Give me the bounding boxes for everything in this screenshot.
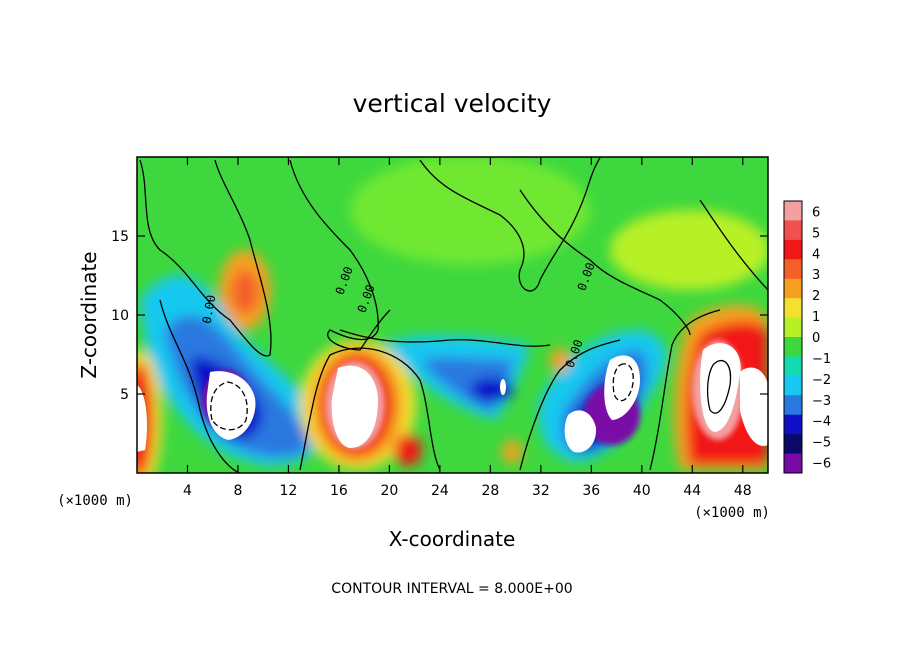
tiny-white-core [500, 379, 506, 395]
colorbar-segment [784, 375, 802, 396]
right-white-core-b [604, 355, 640, 420]
colorbar-segment [784, 434, 802, 455]
colorbar-segment [784, 414, 802, 435]
left-white-core [206, 371, 256, 440]
contour-zero-5 [339, 329, 551, 347]
small-updraft-red [394, 434, 422, 466]
x-tick-label: 32 [532, 483, 550, 499]
colorbar-tick-label: −4 [812, 415, 831, 430]
colorbar-segment [784, 356, 802, 377]
contour-zero-8 [519, 339, 621, 471]
x-tick-label: 4 [183, 483, 192, 499]
x-tick-label: 8 [233, 483, 242, 499]
y-axis-label: Z-coordinate [77, 251, 101, 378]
x-tick-label: 28 [481, 483, 499, 499]
upper-updraft-left-core [231, 270, 259, 314]
colorbar-tick-label: 3 [812, 268, 820, 283]
colorbar-frame [783, 200, 803, 474]
contour-zero-3 [419, 157, 601, 292]
colorbar-segment [784, 453, 802, 474]
contour-zero-7 [299, 347, 441, 471]
y-tick-label: 10 [111, 308, 129, 324]
x-tick-label: 24 [431, 483, 449, 499]
x-tick-label: 16 [330, 483, 348, 499]
zero-contours [139, 157, 768, 473]
right-white-core-a [564, 410, 597, 453]
contour-negative-left [210, 381, 248, 431]
center-white-core [331, 365, 378, 448]
colorbar-tick-label: 2 [812, 289, 820, 304]
far-right-white-core-b [740, 367, 768, 446]
colorbar-segment [784, 278, 802, 299]
contour-zero-10 [699, 199, 768, 291]
colorbar-tick-label: −5 [812, 436, 831, 451]
y-tick-label: 15 [111, 229, 129, 245]
x-tick-label: 44 [683, 483, 701, 499]
y-tick-label: 5 [120, 387, 129, 403]
colorbar-tick-label: 1 [812, 310, 820, 325]
colorbar-segment [784, 239, 802, 260]
colorbar-segment [784, 395, 802, 416]
colorbar-tick-label: −2 [812, 373, 831, 388]
x-axis-ticks: 4 8 12 16 20 24 28 32 36 40 44 48 [183, 157, 752, 499]
velocity-field [137, 157, 768, 473]
contour-zero-1 [139, 159, 272, 357]
x-unit-right: (×1000 m) [694, 505, 770, 521]
colorbar-tick-label: −6 [812, 457, 831, 472]
chart-title: vertical velocity [353, 89, 552, 118]
x-unit-left: (×1000 m) [57, 493, 133, 509]
colorbar-segment [784, 317, 802, 338]
colorbar-tick-label: −3 [812, 394, 831, 409]
colorbar-tick-label: 4 [812, 247, 820, 262]
colorbar: 6 5 4 3 2 1 0 −1 −2 −3 −4 −5 −6 [783, 200, 831, 474]
x-tick-label: 40 [633, 483, 651, 499]
contour-positive-right [706, 360, 732, 414]
small-warm-blob-1 [502, 440, 522, 464]
colorbar-tick-label: 0 [812, 331, 820, 346]
contour-interval-text: CONTOUR INTERVAL = 8.000E+00 [331, 581, 572, 597]
colorbar-segment [784, 220, 802, 241]
contour-zero-6 [159, 299, 241, 473]
left-edge-white-core [137, 385, 148, 452]
contour-label: 0.00 [200, 294, 219, 325]
x-tick-label: 36 [582, 483, 600, 499]
colorbar-segment [784, 259, 802, 280]
colorbar-segment [784, 337, 802, 357]
colorbar-segment [784, 298, 802, 319]
colorbar-tick-label: 6 [812, 205, 820, 220]
contour-zero-9 [649, 309, 721, 471]
contour-zero-2 [289, 159, 391, 351]
mid-deep-blue [470, 378, 514, 402]
upper-light-green [350, 157, 590, 265]
contour-negative-right [612, 363, 634, 402]
upper-yellow-green-right [610, 210, 768, 290]
x-tick-label: 48 [734, 483, 752, 499]
colorbar-tick-label: 5 [812, 226, 820, 241]
x-axis-label: X-coordinate [389, 527, 516, 551]
y-axis-ticks: 5 10 15 [111, 229, 768, 403]
colorbar-tick-label: −1 [812, 352, 831, 367]
contour-zero-4 [519, 189, 691, 336]
x-tick-label: 12 [280, 483, 298, 499]
x-tick-label: 20 [380, 483, 398, 499]
colorbar-segment [784, 201, 802, 221]
